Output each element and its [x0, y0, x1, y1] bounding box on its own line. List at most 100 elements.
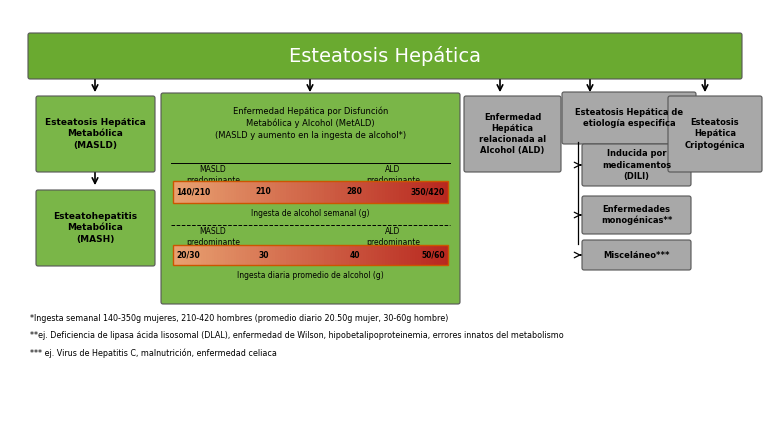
FancyBboxPatch shape [582, 144, 691, 186]
Bar [230, 181, 233, 203]
Bar [214, 181, 217, 203]
Bar [324, 245, 327, 265]
Bar [434, 181, 437, 203]
Bar [409, 245, 412, 265]
Text: 350/420: 350/420 [411, 187, 445, 197]
Bar [322, 245, 324, 265]
Bar [206, 245, 209, 265]
Bar [178, 181, 181, 203]
Bar [233, 245, 237, 265]
Bar [329, 181, 333, 203]
Bar [432, 181, 434, 203]
Bar [173, 181, 448, 203]
Bar [217, 181, 220, 203]
Bar [291, 245, 294, 265]
Bar [415, 245, 418, 265]
Bar [195, 245, 197, 265]
Text: MASLD
predominante: MASLD predominante [186, 227, 240, 247]
Text: 210: 210 [256, 187, 272, 197]
Bar [442, 181, 445, 203]
Bar [343, 245, 346, 265]
Bar [426, 181, 429, 203]
Bar [253, 245, 256, 265]
Bar [322, 181, 324, 203]
Bar [310, 181, 313, 203]
FancyBboxPatch shape [28, 33, 742, 79]
Bar [319, 181, 322, 203]
Bar [401, 245, 404, 265]
Bar [258, 181, 261, 203]
Text: Esteatosis Hepática de
etiología especifica: Esteatosis Hepática de etiología especif… [575, 108, 683, 128]
Bar [250, 181, 253, 203]
Bar [418, 245, 421, 265]
Bar [355, 181, 357, 203]
Bar [305, 245, 308, 265]
Bar [390, 245, 393, 265]
Bar [230, 245, 233, 265]
Bar [247, 245, 250, 265]
Bar [423, 245, 426, 265]
Bar [379, 181, 382, 203]
Text: Enfermedad Hepática por Disfunción
Metabólica y Alcohol (MetALD)
(MASLD y aument: Enfermedad Hepática por Disfunción Metab… [215, 106, 406, 140]
Bar [250, 245, 253, 265]
Bar [376, 181, 379, 203]
Text: Enfermedad
Hepática
relacionada al
Alcohol (ALD): Enfermedad Hepática relacionada al Alcoh… [479, 113, 546, 155]
Bar [253, 181, 256, 203]
Text: 280: 280 [346, 187, 362, 197]
Bar [374, 245, 376, 265]
Bar [329, 245, 333, 265]
Bar [366, 245, 368, 265]
Bar [272, 181, 275, 203]
Bar [434, 245, 437, 265]
Bar [303, 181, 305, 203]
Bar [294, 181, 296, 203]
Bar [336, 245, 338, 265]
Bar [385, 181, 388, 203]
Bar [192, 181, 195, 203]
Bar [421, 245, 423, 265]
Bar [349, 245, 352, 265]
Bar [286, 245, 289, 265]
Bar [197, 181, 200, 203]
Bar [319, 245, 322, 265]
Text: *Ingesta semanal 140-350g mujeres, 210-420 hombres (promedio diario 20.50g mujer: *Ingesta semanal 140-350g mujeres, 210-4… [30, 314, 449, 323]
Bar [333, 245, 336, 265]
Bar [399, 245, 401, 265]
Bar [368, 245, 371, 265]
Bar [225, 181, 228, 203]
Bar [184, 181, 187, 203]
Bar [445, 245, 448, 265]
Bar [432, 245, 434, 265]
Bar [445, 181, 448, 203]
Text: Enfermedades
monogénicas**: Enfermedades monogénicas** [601, 205, 672, 226]
Bar [412, 245, 415, 265]
Bar [360, 181, 362, 203]
Bar [296, 181, 300, 203]
Bar [204, 181, 206, 203]
Bar [366, 181, 368, 203]
Text: MASLD
predominante: MASLD predominante [186, 165, 240, 185]
Bar [308, 245, 310, 265]
Bar [263, 181, 266, 203]
Text: ALD
predominante: ALD predominante [366, 165, 420, 185]
Bar [338, 181, 341, 203]
Bar [223, 181, 225, 203]
FancyBboxPatch shape [161, 93, 460, 304]
Text: Ingesta diaria promedio de alcohol (g): Ingesta diaria promedio de alcohol (g) [237, 270, 384, 280]
Bar [200, 245, 204, 265]
Bar [223, 245, 225, 265]
Bar [211, 181, 214, 203]
Bar [382, 245, 385, 265]
Bar [415, 181, 418, 203]
Bar [404, 181, 407, 203]
Bar [327, 181, 329, 203]
Bar [346, 245, 349, 265]
FancyBboxPatch shape [36, 96, 155, 172]
Bar [388, 245, 390, 265]
Bar [220, 245, 223, 265]
Bar [270, 245, 272, 265]
Bar [390, 181, 393, 203]
Bar [368, 181, 371, 203]
FancyBboxPatch shape [582, 240, 691, 270]
Bar [357, 181, 360, 203]
